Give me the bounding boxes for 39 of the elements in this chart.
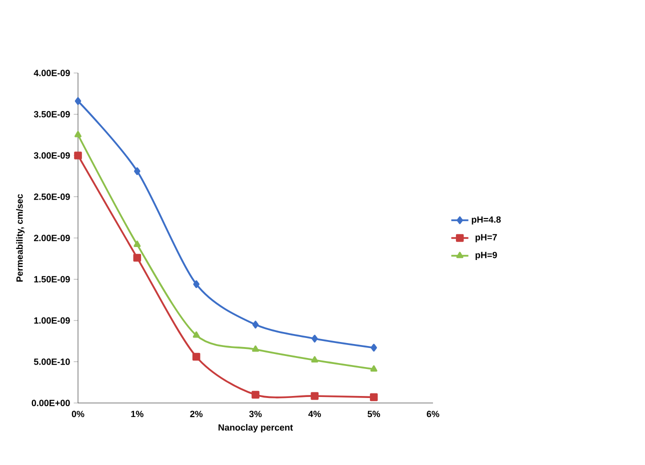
point (133, 254, 142, 262)
y-tick-label: 1.50E-09 (34, 276, 70, 282)
point (134, 240, 141, 247)
y-tick-label: 5.00E-10 (34, 358, 70, 365)
point (193, 280, 200, 288)
point (252, 390, 260, 399)
x-tick-label: 4% (308, 410, 321, 418)
x-tick-label: 5% (368, 410, 380, 418)
y-tick-label: 4.00E-09 (34, 70, 70, 76)
point (312, 334, 318, 343)
point (252, 345, 259, 352)
legend-label: pH=7 (476, 234, 497, 242)
y-tick-label: 2.50E-09 (34, 194, 70, 200)
x-tick-label: 1% (131, 410, 144, 418)
point (134, 167, 140, 176)
point (370, 344, 377, 352)
point (252, 320, 259, 329)
y-tick-label: 1.00E-09 (34, 317, 70, 324)
point (370, 393, 378, 402)
y-axis-title: Permeability, cm/sec (16, 194, 25, 282)
legend-label: pH=9 (476, 252, 497, 260)
point (311, 356, 318, 362)
y-tick-label: 2.00E-09 (34, 234, 70, 242)
legend-label: pH=4.8 (472, 216, 501, 225)
x-tick-label: 6% (426, 410, 440, 418)
point (192, 331, 200, 338)
x-tick-label: 0% (72, 410, 84, 418)
point (74, 130, 82, 138)
x-tick-label: 2% (190, 410, 203, 418)
y-tick-label: 3.50E-09 (34, 111, 70, 118)
point (370, 365, 378, 372)
point (74, 152, 82, 160)
x-tick-label: 3% (249, 410, 262, 418)
point (310, 392, 319, 400)
point (74, 97, 82, 105)
y-tick-label: 3.00E-09 (34, 152, 70, 159)
y-tick-label: 0.00E+00 (32, 400, 70, 406)
x-axis-title: Nanoclay percent (218, 424, 293, 432)
point (192, 352, 200, 361)
